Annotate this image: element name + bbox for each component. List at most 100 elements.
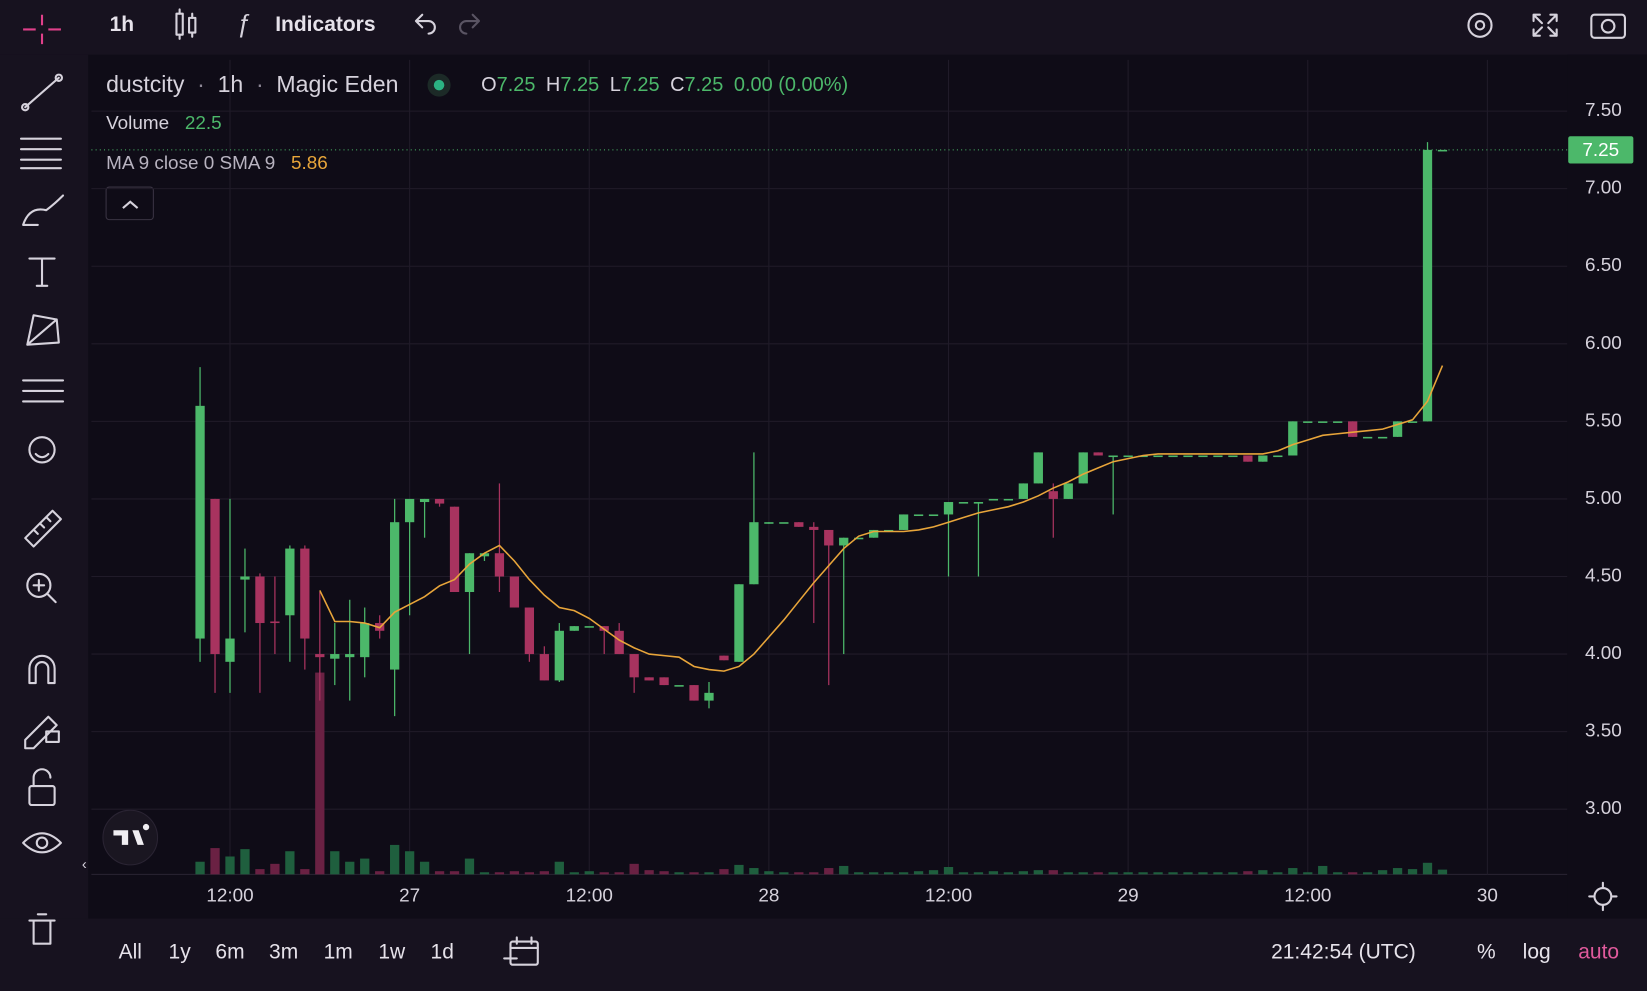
auto-toggle[interactable]: auto — [1578, 941, 1619, 964]
range-button[interactable]: 1m — [324, 941, 353, 964]
volume-bars — [195, 672, 1448, 875]
logo-mark — [113, 823, 150, 845]
candle-body — [330, 654, 340, 659]
candle-body — [629, 654, 639, 678]
candle-body — [719, 655, 729, 661]
volume-bar — [794, 872, 804, 875]
range-button[interactable]: 1y — [169, 941, 192, 964]
time-axis-settings[interactable] — [1588, 881, 1618, 912]
candle-body — [419, 498, 430, 503]
volume-bar — [345, 861, 355, 875]
log-toggle[interactable]: log — [1523, 941, 1551, 964]
candle-body — [1018, 483, 1028, 499]
volume-bar — [240, 849, 250, 875]
candle-body — [1437, 149, 1448, 152]
candle-body — [869, 529, 879, 538]
ohlc-letter: H — [546, 74, 560, 96]
range-button[interactable]: 1w — [378, 941, 406, 964]
y-tick-label: 4.00 — [1585, 643, 1622, 664]
candle-body — [1093, 452, 1103, 456]
volume-bar — [569, 872, 579, 875]
volume-bar — [764, 871, 774, 875]
volume-bar — [749, 868, 759, 875]
range-buttons: All 1y 6m 3m 1m 1w 1d — [119, 941, 454, 964]
range-button[interactable]: 3m — [269, 941, 298, 964]
volume-bar — [1153, 872, 1163, 875]
screenshot-icon[interactable] — [1590, 13, 1626, 39]
candle-body — [659, 677, 669, 686]
logo[interactable] — [102, 809, 159, 866]
y-tick-label: 3.50 — [1585, 721, 1622, 742]
volume-bar — [1138, 872, 1148, 875]
candle-body — [195, 405, 205, 639]
candle-body — [764, 522, 774, 524]
redo-icon[interactable] — [459, 13, 481, 35]
volume-bar — [809, 872, 819, 875]
crosshair-icon[interactable] — [23, 14, 61, 45]
legend-ohlc: O7.25 H7.25 L7.25 C7.25 0.00 (0.00%) — [481, 74, 848, 96]
range-button[interactable]: All — [119, 941, 142, 964]
candle-body — [1168, 455, 1178, 458]
candle-body — [689, 685, 699, 701]
settings-icon[interactable] — [1467, 12, 1493, 38]
indicators-button[interactable]: Indicators — [275, 13, 375, 36]
legend-symbol: dustcity · 1h · Magic Eden — [106, 71, 398, 97]
percent-toggle[interactable]: % — [1477, 941, 1496, 964]
fx-icon[interactable]: ƒ — [236, 10, 250, 38]
date-range-icon[interactable] — [503, 936, 539, 966]
volume-bar — [704, 872, 714, 875]
candle-body — [210, 498, 220, 655]
y-tick-label: 6.00 — [1585, 333, 1622, 354]
volume-bar — [1213, 872, 1223, 875]
range-button[interactable]: 6m — [215, 941, 244, 964]
y-tick-label: 5.50 — [1585, 410, 1622, 431]
candle-body — [824, 529, 834, 546]
candle-body — [554, 630, 564, 681]
candle-body — [1243, 455, 1253, 462]
volume-bar — [464, 858, 475, 875]
candle-body — [285, 548, 295, 616]
volume-bar — [390, 844, 400, 875]
volume-bar — [898, 872, 909, 875]
candle-body — [749, 522, 759, 585]
candle-body — [794, 522, 804, 527]
candle-body — [1183, 455, 1193, 458]
ohlc-letter: O — [481, 74, 497, 96]
volume-bar — [449, 871, 460, 875]
x-tick-label: 29 — [1118, 885, 1139, 906]
fullscreen-icon[interactable] — [1532, 13, 1558, 37]
undo-icon[interactable] — [414, 13, 436, 35]
candle-body — [839, 537, 849, 546]
volume-bar — [255, 869, 265, 875]
x-tick-label: 12:00 — [206, 885, 253, 906]
volume-bar — [1348, 872, 1358, 875]
candle-type-icon[interactable] — [175, 8, 197, 40]
volume-bar — [539, 871, 549, 875]
legend-collapse-button[interactable] — [105, 186, 154, 221]
x-tick-label: 12:00 — [1284, 885, 1331, 906]
volume-bar — [943, 866, 954, 875]
candle-body — [539, 654, 549, 681]
candle-body — [928, 514, 939, 517]
volume-bar — [1063, 872, 1073, 875]
candle-body — [809, 526, 819, 530]
symbol: dustcity — [106, 71, 185, 97]
x-tick-label: 27 — [399, 885, 420, 906]
volume-bar — [270, 863, 280, 875]
candle-body — [1303, 421, 1313, 423]
interval-button[interactable]: 1h — [110, 13, 135, 36]
volume-bar — [1362, 872, 1373, 875]
collapse-arrow[interactable]: ‹ — [82, 857, 87, 873]
candle-body — [854, 537, 864, 540]
volume-bar — [1258, 870, 1268, 875]
x-tick-label: 28 — [758, 885, 779, 906]
candle-body — [1407, 421, 1418, 423]
separator: · — [197, 71, 205, 97]
overlay: 7.25 — [91, 136, 1634, 672]
drawing-tools[interactable] — [19, 73, 65, 945]
y-tick-label: 7.50 — [1585, 100, 1622, 121]
volume-bar — [509, 871, 520, 875]
volume-bar — [869, 872, 879, 875]
separator: · — [256, 71, 264, 97]
range-button[interactable]: 1d — [431, 941, 454, 964]
